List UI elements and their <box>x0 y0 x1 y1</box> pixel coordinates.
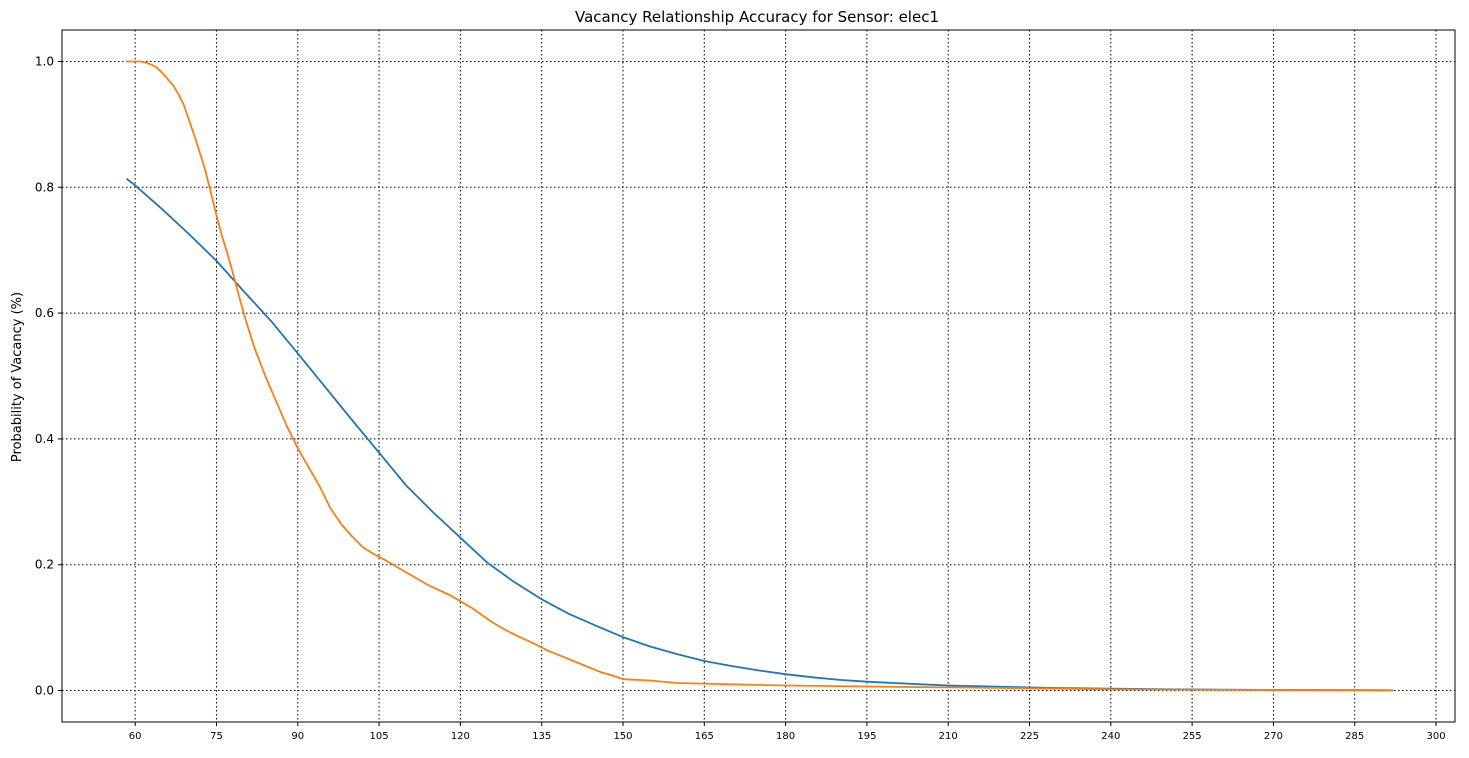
x-tick-label: 240 <box>1101 731 1120 742</box>
x-tick-label: 105 <box>370 731 389 742</box>
plot-area-frame <box>61 29 1456 723</box>
y-tick-label: 0.0 <box>35 684 54 698</box>
x-tick-label: 270 <box>1264 731 1283 742</box>
x-tick-label: 60 <box>129 731 142 742</box>
grid-lines <box>62 30 1455 722</box>
y-tick-label: 0.4 <box>35 432 54 446</box>
x-tick-label: 180 <box>776 731 795 742</box>
y-tick-label: 0.6 <box>35 306 54 320</box>
x-tick-label: 210 <box>939 731 958 742</box>
chart-title: Vacancy Relationship Accuracy for Sensor… <box>575 8 939 26</box>
x-tick-label: 195 <box>857 731 876 742</box>
x-tick-label: 90 <box>291 731 304 742</box>
x-tick-label: 150 <box>613 731 632 742</box>
series-line-2 <box>126 60 1394 692</box>
y-tick-label: 0.8 <box>35 180 54 194</box>
y-tick-label: 1.0 <box>35 54 54 68</box>
x-tick-label: 225 <box>1020 731 1039 742</box>
y-axis-label: Probability of Vacancy (%) <box>10 292 25 462</box>
x-tick-label: 165 <box>695 731 714 742</box>
x-tick-label: 300 <box>1426 731 1445 742</box>
x-tick-label: 120 <box>451 731 470 742</box>
y-tick-label: 0.2 <box>35 558 54 572</box>
x-tick-label: 75 <box>210 731 223 742</box>
axis-ticks: 60 75 90 105 120 135 150 165 180 195 210 225 240 255 2… <box>35 54 1446 742</box>
x-tick-label: 285 <box>1345 731 1364 742</box>
x-tick-label: 135 <box>532 731 551 742</box>
x-tick-label: 255 <box>1183 731 1202 742</box>
series-lines <box>126 60 1394 692</box>
